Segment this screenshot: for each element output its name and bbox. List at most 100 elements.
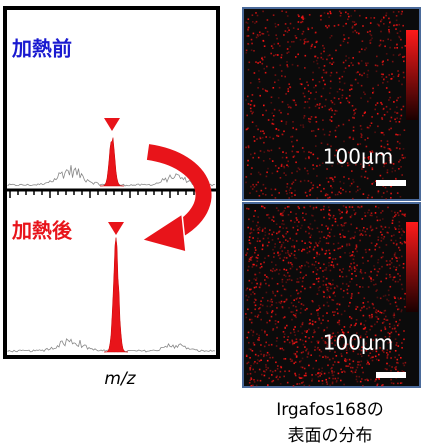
dot (391, 171, 393, 173)
dot (341, 97, 343, 99)
dot (352, 254, 354, 256)
dot (326, 297, 328, 299)
dot (311, 341, 313, 343)
dot (246, 208, 248, 210)
dot (289, 189, 291, 191)
dot (354, 30, 356, 32)
dot (250, 229, 252, 231)
dot (271, 301, 273, 303)
dot (253, 363, 255, 365)
dot (382, 61, 384, 63)
dot (289, 255, 291, 257)
dot (260, 284, 262, 286)
dot (294, 247, 296, 249)
dot (340, 237, 342, 239)
dot (246, 22, 248, 24)
dot (265, 283, 267, 285)
dot (318, 380, 320, 382)
dot (282, 134, 284, 136)
dot (334, 371, 336, 373)
dot (249, 232, 251, 234)
dot (295, 213, 297, 215)
dot (270, 370, 272, 372)
dot (259, 227, 261, 229)
dot (374, 269, 376, 271)
dot (284, 371, 286, 373)
dot (270, 270, 272, 272)
dot (272, 310, 274, 312)
dot (304, 330, 306, 332)
dot (404, 306, 406, 308)
dot (401, 84, 403, 86)
dot (374, 249, 376, 251)
dot (328, 290, 330, 292)
dot (267, 31, 269, 33)
dot (377, 65, 379, 67)
dot (300, 125, 302, 127)
dot (308, 353, 310, 355)
dot (339, 276, 341, 278)
dot (379, 268, 381, 270)
dot (283, 131, 285, 133)
dot (352, 251, 354, 253)
dot (289, 238, 291, 240)
dot (389, 47, 391, 49)
dot (274, 109, 276, 111)
dot (265, 366, 267, 368)
dot (284, 207, 286, 209)
dot (349, 137, 351, 139)
dot (257, 240, 259, 242)
dot (266, 369, 268, 371)
dot (371, 326, 373, 328)
dot (260, 138, 262, 140)
dot (314, 246, 316, 248)
dot (390, 39, 392, 41)
dot (263, 133, 265, 135)
dot (248, 362, 250, 364)
dot (388, 74, 390, 76)
dot (386, 319, 388, 321)
dot (267, 168, 269, 170)
dot (326, 267, 328, 269)
dot (400, 30, 402, 32)
dot (285, 239, 287, 241)
panel-label: 加熱前 (11, 37, 72, 61)
dot (302, 358, 304, 360)
dot (253, 136, 255, 138)
dot (380, 281, 382, 283)
dot (391, 262, 393, 264)
dot (328, 213, 330, 215)
dot (381, 73, 383, 75)
dot (285, 123, 287, 125)
dot (351, 293, 353, 295)
dot (296, 233, 298, 235)
dot (372, 229, 374, 231)
dot (381, 237, 383, 239)
dot (395, 321, 397, 323)
dot (306, 247, 308, 249)
dot (365, 63, 367, 65)
dot (262, 249, 264, 251)
dot (276, 269, 278, 271)
dot (302, 322, 304, 324)
dot (344, 326, 346, 328)
dot (376, 275, 378, 277)
dot (254, 299, 256, 301)
dot (272, 371, 274, 373)
dot (308, 151, 310, 153)
dot (250, 365, 252, 367)
dot (350, 255, 352, 257)
dot (321, 371, 323, 373)
dot (341, 271, 343, 273)
dot (362, 385, 364, 387)
dot (303, 151, 305, 153)
dot (366, 47, 368, 49)
dot (333, 364, 335, 366)
dot (372, 169, 374, 171)
dot (349, 326, 351, 328)
dot (246, 355, 248, 357)
dot (307, 252, 309, 254)
dot (264, 274, 266, 276)
dot (302, 351, 304, 353)
dot (292, 344, 294, 346)
